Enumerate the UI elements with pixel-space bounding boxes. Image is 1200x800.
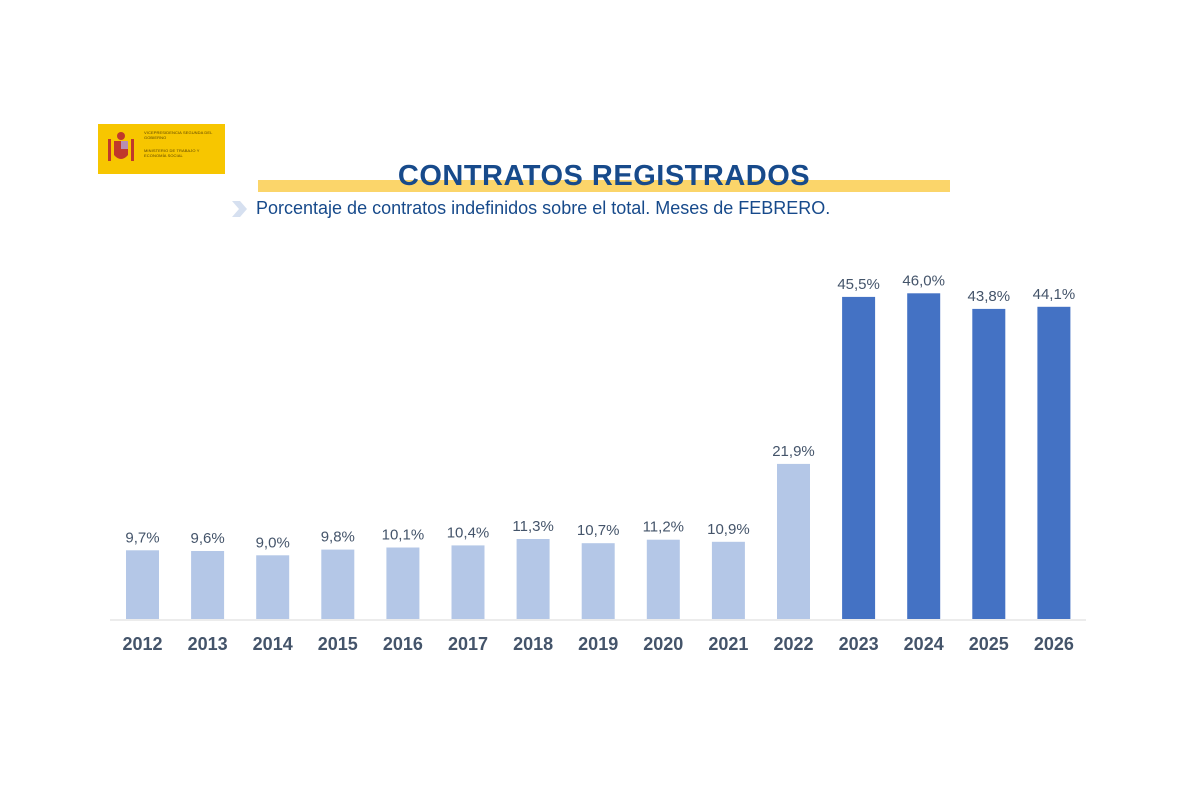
x-tick-label-2023: 2023 [839, 634, 879, 654]
data-label-2016: 10,1% [382, 527, 425, 544]
bar-2022 [777, 463, 810, 619]
x-tick-label-2025: 2025 [969, 634, 1009, 654]
bar-2025 [972, 308, 1006, 619]
data-label-2024: 46,0% [902, 272, 945, 289]
coat-of-arms-icon [108, 132, 134, 161]
chevron-right-icon [232, 201, 247, 217]
bar-2026 [1037, 306, 1071, 619]
logo-text-vicepresidencia: VICEPRESIDENCIA SEGUNDA DEL GOBIERNO [144, 130, 213, 140]
data-label-2013: 9,6% [190, 530, 224, 547]
data-label-2018: 11,3% [512, 518, 553, 535]
government-logo: VICEPRESIDENCIA SEGUNDA DEL GOBIERNO MIN… [98, 124, 225, 174]
data-label-2015: 9,8% [321, 529, 355, 546]
data-label-2019: 10,7% [577, 522, 620, 539]
data-label-2020: 11,2% [643, 519, 684, 536]
bar-2012 [126, 550, 159, 619]
data-label-2021: 10,9% [707, 521, 750, 538]
bar-2020 [646, 539, 680, 619]
logo-text-ministerio: MINISTERIO DE TRABAJO Y ECONOMÍA SOCIAL [144, 148, 200, 158]
data-label-2014: 9,0% [256, 534, 290, 551]
chart-title: CONTRATOS REGISTRADOS [397, 160, 811, 192]
x-tick-label-2017: 2017 [448, 634, 488, 654]
x-tick-label-2018: 2018 [513, 634, 553, 654]
bar-2021 [711, 541, 745, 619]
data-label-2026: 44,1% [1033, 286, 1076, 303]
bar-2017 [451, 545, 485, 619]
x-tick-label-2014: 2014 [253, 634, 293, 654]
data-label-2012: 9,7% [125, 529, 159, 546]
x-tick-label-2020: 2020 [643, 634, 683, 654]
data-label-2022: 21,9% [772, 443, 815, 460]
bar-2023 [842, 296, 876, 619]
x-tick-label-2012: 2012 [122, 634, 162, 654]
data-label-2017: 10,4% [447, 524, 490, 541]
bar-2019 [581, 543, 615, 619]
x-tick-label-2022: 2022 [773, 634, 813, 654]
x-tick-label-2021: 2021 [708, 634, 748, 654]
title-highlight-bar [258, 180, 950, 192]
x-tick-label-2024: 2024 [904, 634, 944, 654]
data-label-2025: 43,8% [968, 288, 1011, 305]
bar-2013 [191, 551, 225, 619]
bar-2018 [516, 539, 550, 619]
data-label-2023: 45,5% [837, 276, 880, 293]
x-tick-label-2016: 2016 [383, 634, 423, 654]
bar-2014 [256, 555, 290, 619]
bar-2016 [386, 547, 420, 619]
x-tick-label-2015: 2015 [318, 634, 358, 654]
x-tick-label-2019: 2019 [578, 634, 618, 654]
bar-2024 [907, 293, 941, 619]
x-tick-label-2013: 2013 [188, 634, 228, 654]
chart-subtitle: Porcentaje de contratos indefinidos sobr… [256, 198, 831, 218]
bar-2015 [321, 549, 355, 619]
x-tick-label-2026: 2026 [1034, 634, 1074, 654]
